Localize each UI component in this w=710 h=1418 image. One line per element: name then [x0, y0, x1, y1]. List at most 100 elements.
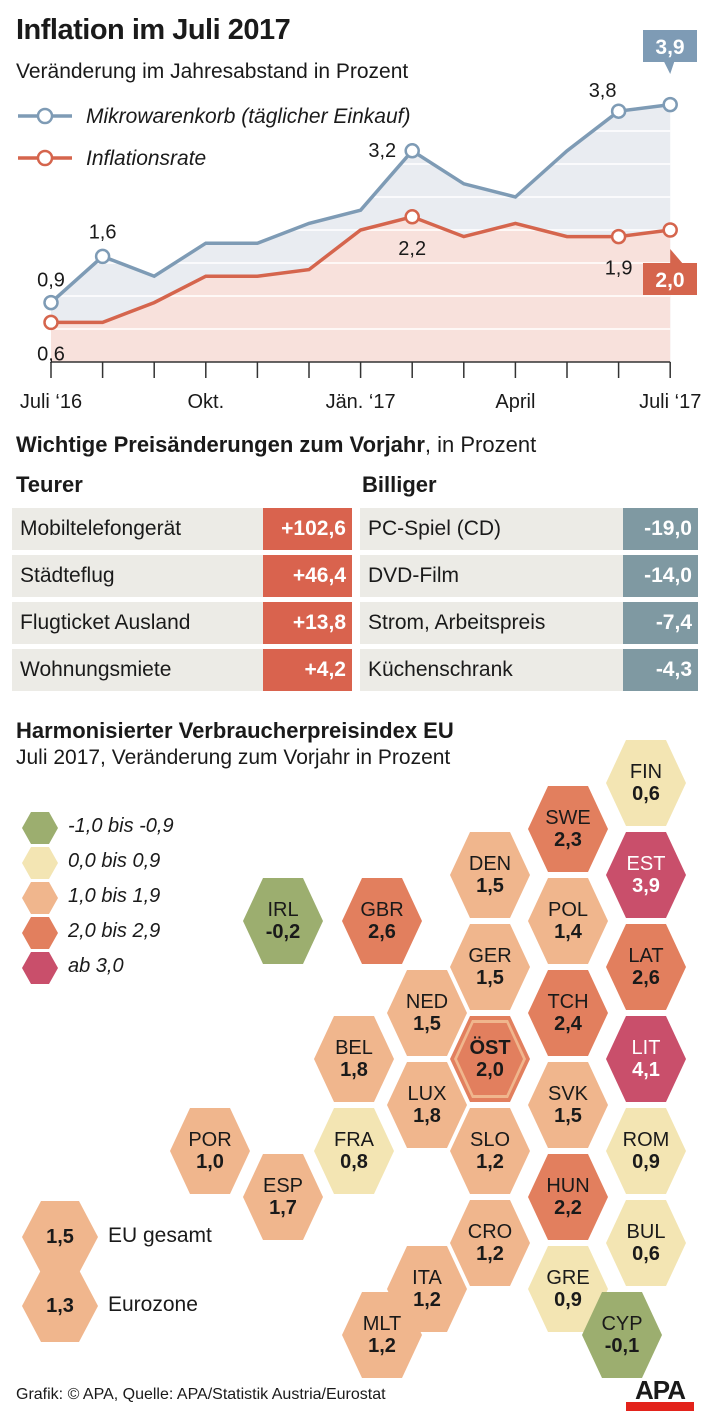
country-hex-bul: BUL 0,6 [606, 1200, 686, 1286]
total-label: Eurozone [108, 1293, 198, 1316]
country-value: 1,5 [476, 967, 504, 989]
country-hex-pol: POL 1,4 [528, 878, 608, 964]
callout-pointer [664, 62, 675, 74]
apa-logo: APA [626, 1377, 694, 1411]
callout-value: 3,9 [655, 36, 684, 59]
price-label: Flugticket Ausland [20, 611, 191, 634]
country-value: 0,6 [632, 1243, 660, 1265]
legend-marker [36, 149, 54, 167]
total-value: 1,3 [46, 1295, 74, 1317]
country-hex-esp: ESP 1,7 [243, 1154, 323, 1240]
country-hex-swe: SWE 2,3 [528, 786, 608, 872]
country-hex-gbr: GBR 2,6 [342, 878, 422, 964]
price-label: DVD-Film [368, 564, 459, 587]
country-value: 1,0 [196, 1151, 224, 1173]
country-hex-ger: GER 1,5 [450, 924, 530, 1010]
country-value: 1,4 [554, 921, 582, 943]
legend-label: Inflationsrate [86, 147, 206, 170]
country-code: ROM [622, 1129, 670, 1151]
price-row: DVD-Film -14,0 [360, 555, 698, 597]
country-value: 2,4 [554, 1013, 582, 1035]
x-tick-label: Okt. [187, 391, 224, 413]
country-value: 0,8 [340, 1151, 368, 1173]
legend-label: 1,0 bis 1,9 [68, 885, 161, 907]
country-value: 2,6 [632, 967, 660, 989]
value-callout [643, 263, 697, 295]
prices-title-bold: Wichtige Preisänderungen zum Vorjahr [16, 432, 425, 457]
country-value: 0,9 [554, 1289, 582, 1311]
up-heading: Teurer [16, 472, 83, 497]
country-hex-irl: IRL -0,2 [243, 878, 323, 964]
country-code: CRO [467, 1221, 513, 1243]
country-value: 1,2 [413, 1289, 441, 1311]
country-value: 1,5 [554, 1105, 582, 1127]
data-point [404, 209, 420, 225]
country-code: SVK [547, 1083, 589, 1105]
country-value: 1,5 [476, 875, 504, 897]
data-label: 0,6 [37, 343, 65, 365]
legend-swatch [22, 812, 58, 844]
data-point [610, 228, 627, 245]
price-label: Küchenschrank [368, 658, 513, 681]
prices-title-rest: , in Prozent [424, 432, 537, 457]
legend-label: Mikrowarenkorb (täglicher Einkauf) [86, 105, 410, 128]
data-label: 3,8 [589, 80, 617, 102]
legend-label: 2,0 bis 2,9 [68, 920, 161, 942]
x-tick-label: Juli ‘16 [20, 391, 82, 413]
country-value: 0,6 [632, 783, 660, 805]
price-value: -19,0 [623, 508, 698, 550]
country-hex-slo: SLO 1,2 [450, 1108, 530, 1194]
country-value: 1,2 [476, 1243, 504, 1265]
country-value: 1,5 [413, 1013, 441, 1035]
price-value: +102,6 [263, 508, 352, 550]
data-point [43, 294, 59, 311]
price-value: -7,4 [623, 602, 698, 644]
country-value: -0,2 [265, 921, 301, 943]
total-hex: 1,5 [22, 1201, 98, 1273]
country-code: IRL [267, 899, 299, 921]
hicp-title: Harmonisierter Verbraucherpreisindex EU [16, 718, 454, 743]
country-code: ITA [412, 1267, 442, 1289]
country-code: POR [188, 1129, 232, 1151]
data-point [662, 222, 678, 238]
country-code: SLO [469, 1129, 511, 1151]
series-line-inflation [51, 214, 671, 325]
country-code: POL [547, 899, 589, 921]
legend-swatch [22, 917, 58, 949]
country-value: 2,3 [554, 829, 582, 851]
country-value: 1,7 [269, 1197, 297, 1219]
price-row: Städteflug +46,4 [12, 555, 352, 597]
legend-label: ab 3,0 [68, 955, 124, 977]
country-value: 2,0 [476, 1059, 504, 1081]
prices-title: Wichtige Preisänderungen zum Vorjahr, in… [16, 432, 536, 458]
country-hex-cro: CRO 1,2 [450, 1200, 530, 1286]
page-title: Inflation im Juli 2017 [16, 14, 291, 46]
data-label: 1,6 [89, 221, 117, 243]
data-point [43, 314, 59, 331]
country-hex-est: EST 3,9 [606, 832, 686, 918]
data-label: 3,2 [368, 140, 396, 162]
legend-swatch [22, 952, 58, 984]
price-label: Strom, Arbeitspreis [368, 611, 546, 634]
price-row: Strom, Arbeitspreis -7,4 [360, 602, 698, 644]
price-value: +13,8 [263, 602, 352, 644]
country-code: FRA [334, 1129, 374, 1151]
country-hex-fra: FRA 0,8 [314, 1108, 394, 1194]
data-label: 0,9 [37, 270, 65, 292]
price-row: Küchenschrank -4,3 [360, 649, 698, 691]
total-value: 1,5 [46, 1226, 74, 1248]
legend-swatch [22, 847, 58, 879]
data-point [610, 103, 627, 119]
value-callout [643, 30, 697, 62]
country-hex-öst: ÖST 2,0 [450, 1016, 530, 1102]
price-row: Mobiltelefongerät +102,6 [12, 508, 352, 550]
country-code: CYP [601, 1313, 643, 1335]
country-hex-por: POR 1,0 [170, 1108, 250, 1194]
country-value: 1,2 [368, 1335, 396, 1357]
series-line-mikrowarenkorb [49, 102, 671, 304]
price-row: PC-Spiel (CD) -19,0 [360, 508, 698, 550]
total-label: EU gesamt [108, 1224, 212, 1247]
country-hex-lit: LIT 4,1 [606, 1016, 686, 1102]
country-code: FIN [629, 761, 663, 783]
price-value: -4,3 [623, 649, 698, 691]
